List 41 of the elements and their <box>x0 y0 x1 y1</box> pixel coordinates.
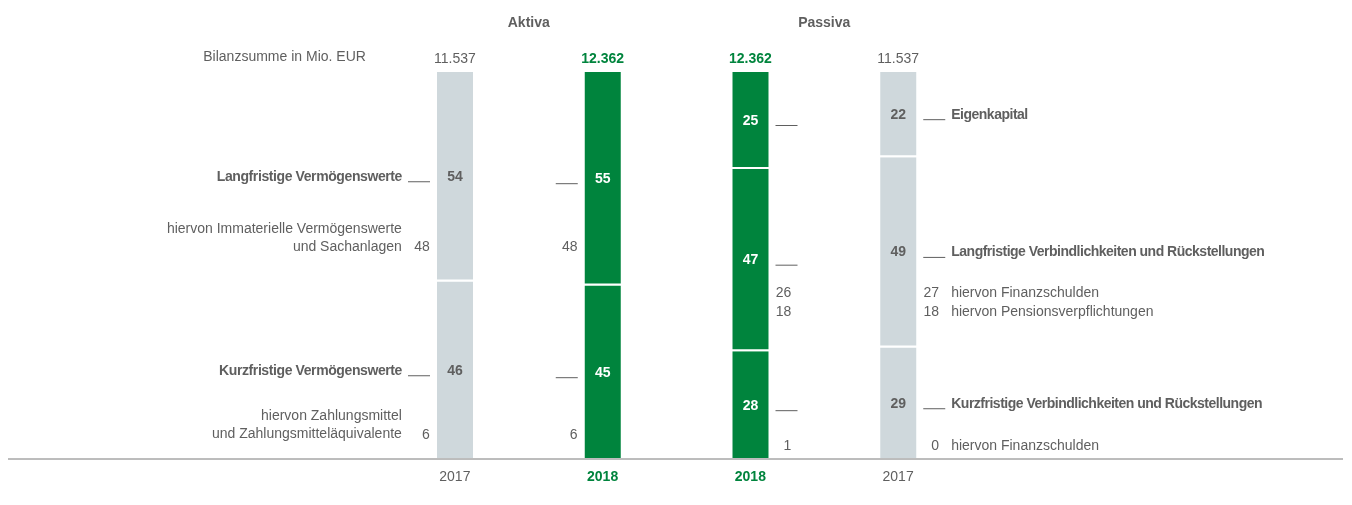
text: Aktiva <box>507 14 550 30</box>
data-label: 54 <box>447 167 463 184</box>
annotation: 0 <box>931 437 940 453</box>
annotation: 6 <box>569 426 578 442</box>
data-label: 28 <box>742 396 759 413</box>
data-label: 25 <box>742 111 759 128</box>
text: 12.362 <box>728 50 772 66</box>
text: Langfristige Vermögenswerte <box>216 167 403 184</box>
data-label: 29 <box>890 394 907 411</box>
x-tick-label: 2017 <box>882 468 914 484</box>
annotation: hiervon Zahlungsmittel und Zahlungsmitteläquivalente <box>211 407 403 441</box>
annotation: 18 <box>923 303 940 319</box>
annotation: hiervon Immaterielle Vermögenswerte und Sachanlagen <box>166 220 403 254</box>
annotation: 26 <box>775 284 792 300</box>
annotation: hiervon Pensionsverpflichtungen <box>951 303 1154 319</box>
text: 12.362 <box>581 50 625 66</box>
text: Bilanzsumme in Mio. EUR <box>203 48 366 64</box>
data-label: 47 <box>742 251 759 268</box>
data-label: 49 <box>890 243 907 260</box>
annotation: hiervon Finanzschulden <box>951 437 1099 453</box>
x-tick-label: 2018 <box>587 468 619 484</box>
data-label: 46 <box>447 361 463 378</box>
text: Passiva <box>798 14 851 30</box>
text: 11.537 <box>877 50 920 66</box>
text: 11.537 <box>433 50 476 66</box>
text: Kurzfristige Verbindlichkeiten und Rückstellungen <box>951 394 1263 411</box>
annotation: 48 <box>414 238 431 254</box>
annotation: 1 <box>783 437 792 453</box>
x-tick-label: 2017 <box>439 468 471 484</box>
data-label: 22 <box>890 105 907 122</box>
text: Eigenkapital <box>951 105 1028 122</box>
data-label: 45 <box>594 363 611 380</box>
data-label: 55 <box>594 169 611 186</box>
annotation: 48 <box>562 238 578 254</box>
text: Kurzfristige Vermögenswerte <box>219 361 403 378</box>
x-tick-label: 2018 <box>734 468 767 484</box>
annotation: hiervon Finanzschulden <box>951 284 1099 300</box>
annotation: 6 <box>422 426 431 442</box>
annotation: 27 <box>923 284 940 300</box>
annotation: 18 <box>775 303 792 319</box>
text: Langfristige Verbindlichkeiten und Rückstellungen <box>951 243 1265 260</box>
